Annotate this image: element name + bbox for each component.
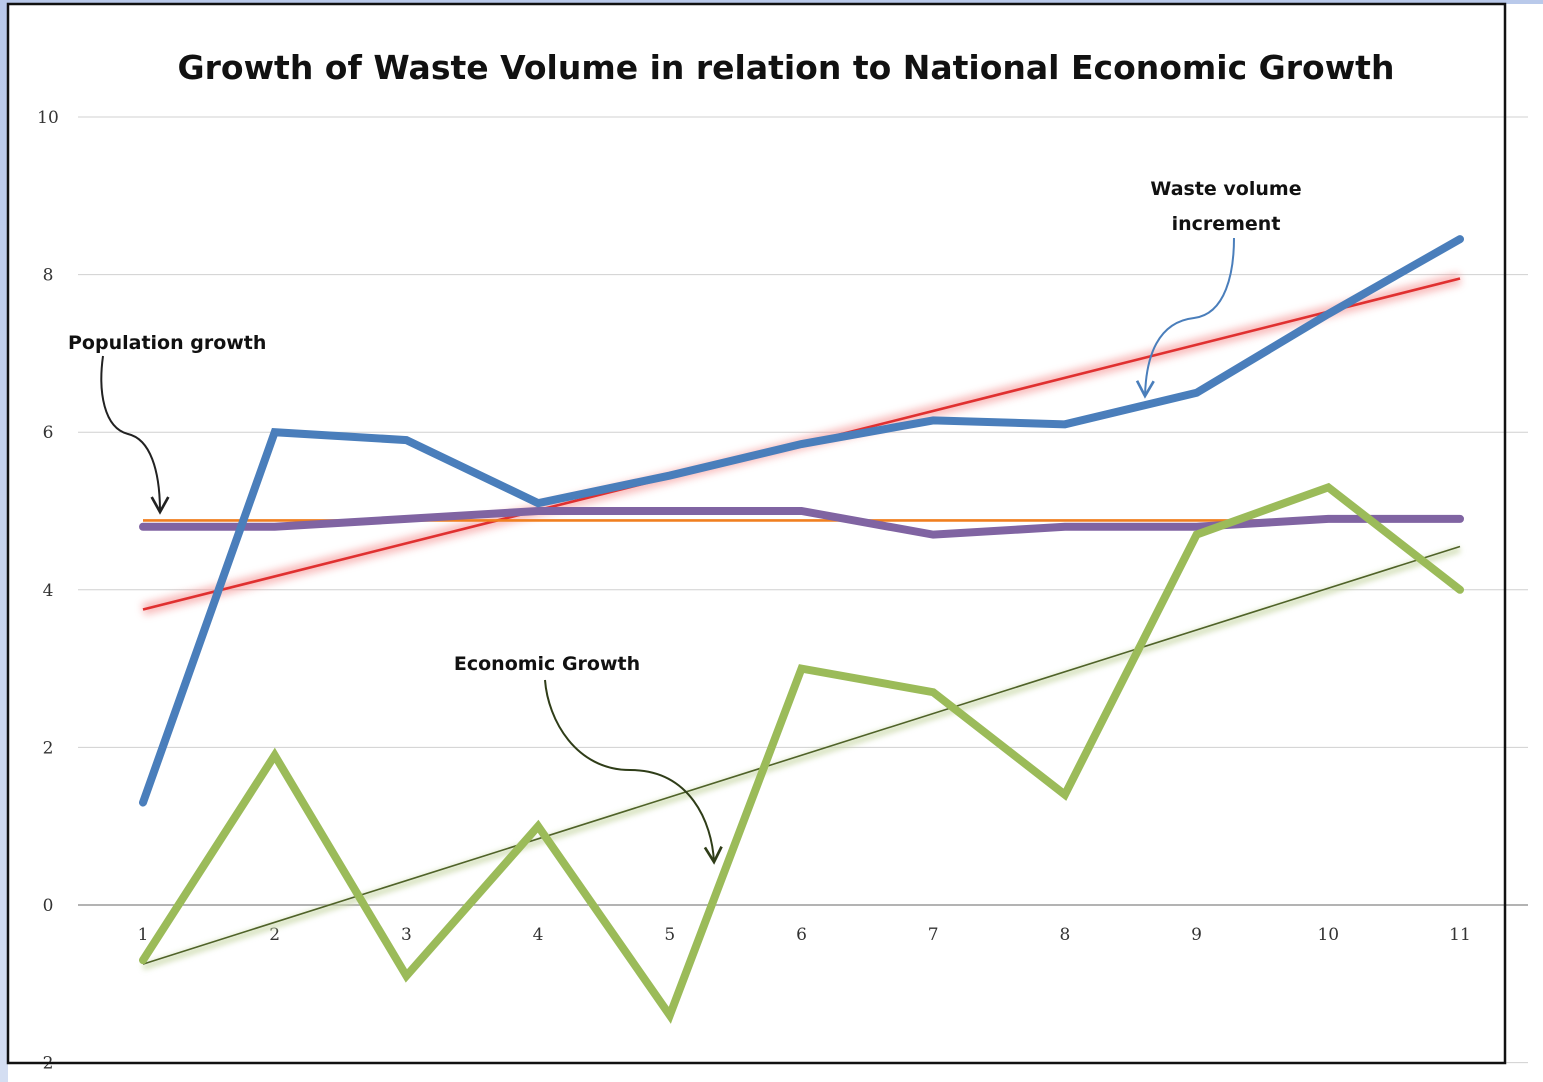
annotation-population-growth: Population growth	[68, 332, 266, 354]
x-tick-label: 8	[1059, 925, 1070, 945]
x-axis-ticks: 1 2 3 4 5 6 7 8 9 10 11	[138, 925, 1471, 945]
annotation-economic-growth: Economic Growth	[454, 653, 640, 675]
chart-border	[6, 2, 1507, 1065]
x-tick-label: 11	[1449, 925, 1471, 945]
x-tick-label: 9	[1191, 925, 1202, 945]
x-tick-label: 5	[664, 925, 675, 945]
x-tick-label: 2	[269, 925, 280, 945]
population-growth-arrow	[100, 355, 170, 515]
series-lines	[139, 235, 1464, 1024]
annotation-waste-volume: Waste volume	[1150, 178, 1301, 200]
x-tick-label: 1	[138, 925, 149, 945]
series-line	[139, 235, 1464, 807]
x-tick-label: 10	[1317, 925, 1339, 945]
chart-title: Growth of Waste Volume in relation to Na…	[178, 48, 1395, 87]
x-tick-label: 6	[796, 925, 807, 945]
y-tick-label: 0	[43, 896, 54, 916]
chart-page	[8, 4, 1543, 1082]
y-tick-label: 8	[43, 266, 54, 286]
series-line	[139, 507, 1464, 539]
waste-volume-arrow	[1135, 237, 1235, 399]
x-tick-label: 4	[533, 925, 544, 945]
series-line	[139, 482, 1464, 1024]
x-tick-label: 3	[401, 925, 412, 945]
y-tick-label: 10	[37, 108, 59, 128]
economic-growth-arrow	[544, 679, 723, 865]
y-tick-label: 6	[43, 423, 54, 443]
y-tick-label: 2	[43, 738, 54, 758]
trendline	[142, 545, 1461, 965]
y-tick-label: 4	[43, 581, 54, 601]
x-tick-label: 7	[928, 925, 939, 945]
annotation-increment: increment	[1172, 213, 1281, 235]
